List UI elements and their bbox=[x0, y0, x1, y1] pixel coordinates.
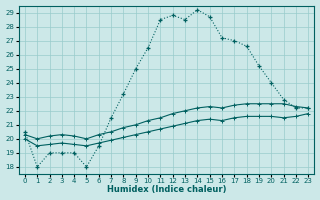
X-axis label: Humidex (Indice chaleur): Humidex (Indice chaleur) bbox=[107, 185, 226, 194]
